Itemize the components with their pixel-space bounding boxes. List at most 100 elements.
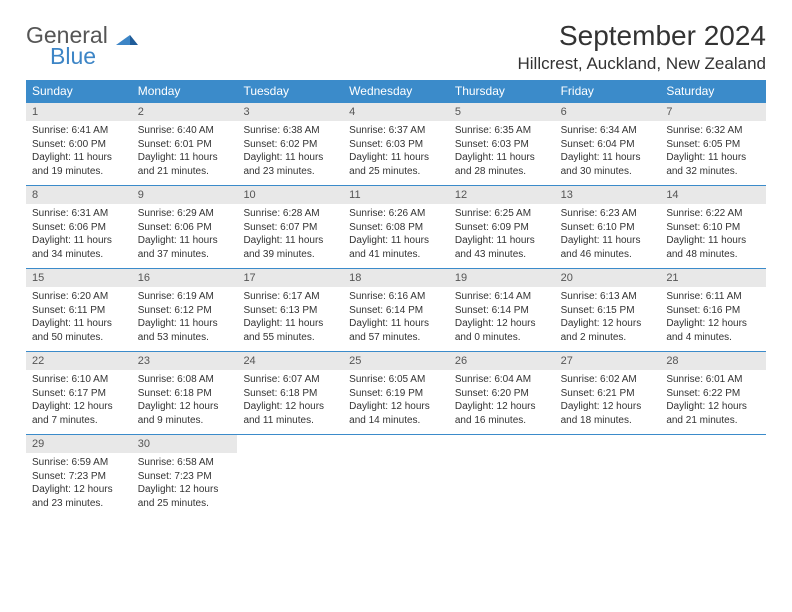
weekday-header: Sunday (26, 80, 132, 102)
day-number: 1 (26, 103, 132, 121)
weekday-header: Thursday (449, 80, 555, 102)
sunset-line: Sunset: 6:01 PM (138, 138, 232, 152)
sunrise-line: Sunrise: 6:17 AM (243, 290, 337, 304)
weekday-header: Wednesday (343, 80, 449, 102)
sunset-line: Sunset: 6:02 PM (243, 138, 337, 152)
sunset-line: Sunset: 6:00 PM (32, 138, 126, 152)
sunrise-line: Sunrise: 6:28 AM (243, 207, 337, 221)
daylight-line: Daylight: 11 hours and 25 minutes. (349, 151, 443, 178)
sunset-line: Sunset: 7:23 PM (32, 470, 126, 484)
sunset-line: Sunset: 7:23 PM (138, 470, 232, 484)
daylight-line: Daylight: 11 hours and 19 minutes. (32, 151, 126, 178)
day-details: Sunrise: 6:31 AMSunset: 6:06 PMDaylight:… (26, 204, 132, 267)
day-details: Sunrise: 6:07 AMSunset: 6:18 PMDaylight:… (237, 370, 343, 433)
weekday-header: Saturday (660, 80, 766, 102)
daylight-line: Daylight: 11 hours and 41 minutes. (349, 234, 443, 261)
day-number: 4 (343, 103, 449, 121)
day-number: 3 (237, 103, 343, 121)
day-number: 14 (660, 186, 766, 204)
calendar-day: 10Sunrise: 6:28 AMSunset: 6:07 PMDayligh… (237, 186, 343, 268)
sunset-line: Sunset: 6:10 PM (666, 221, 760, 235)
sunset-line: Sunset: 6:09 PM (455, 221, 549, 235)
calendar-day: 12 Sunrise: 6:25 AMSunset: 6:09 PMDayligh… (449, 186, 555, 268)
calendar-week: 29Sunrise: 6:59 AMSunset: 7:23 PMDayligh… (26, 434, 766, 517)
sunset-line: Sunset: 6:13 PM (243, 304, 337, 318)
calendar-day: 30Sunrise: 6:58 AMSunset: 7:23 PMDayligh… (132, 435, 238, 517)
daylight-line: Daylight: 12 hours and 9 minutes. (138, 400, 232, 427)
sunset-line: Sunset: 6:07 PM (243, 221, 337, 235)
daylight-line: Daylight: 11 hours and 48 minutes. (666, 234, 760, 261)
daylight-line: Daylight: 11 hours and 43 minutes. (455, 234, 549, 261)
weekday-header: Monday (132, 80, 238, 102)
day-number: 16 (132, 269, 238, 287)
calendar-day: 9Sunrise: 6:29 AMSunset: 6:06 PMDaylight… (132, 186, 238, 268)
sunset-line: Sunset: 6:04 PM (561, 138, 655, 152)
daylight-line: Daylight: 11 hours and 57 minutes. (349, 317, 443, 344)
page-title: September 2024 (517, 20, 766, 52)
day-details: Sunrise: 6:35 AMSunset: 6:03 PMDaylight:… (449, 121, 555, 184)
daylight-line: Daylight: 11 hours and 37 minutes. (138, 234, 232, 261)
daylight-line: Daylight: 11 hours and 32 minutes. (666, 151, 760, 178)
daylight-line: Daylight: 12 hours and 16 minutes. (455, 400, 549, 427)
calendar-day: 3Sunrise: 6:38 AMSunset: 6:02 PMDaylight… (237, 103, 343, 185)
day-number: 22 (26, 352, 132, 370)
day-details: Sunrise: 6:29 AMSunset: 6:06 PMDaylight:… (132, 204, 238, 267)
daylight-line: Daylight: 12 hours and 4 minutes. (666, 317, 760, 344)
day-details: Sunrise: 6:32 AMSunset: 6:05 PMDaylight:… (660, 121, 766, 184)
calendar-day: 25Sunrise: 6:05 AMSunset: 6:19 PMDayligh… (343, 352, 449, 434)
sunrise-line: Sunrise: 6:08 AM (138, 373, 232, 387)
day-details: Sunrise: 6:01 AMSunset: 6:22 PMDaylight:… (660, 370, 766, 433)
sunset-line: Sunset: 6:20 PM (455, 387, 549, 401)
calendar-day: 16Sunrise: 6:19 AMSunset: 6:12 PMDayligh… (132, 269, 238, 351)
logo-icon (114, 22, 138, 48)
day-number: 5 (449, 103, 555, 121)
sunset-line: Sunset: 6:14 PM (349, 304, 443, 318)
day-number: 23 (132, 352, 238, 370)
calendar-week: 15Sunrise: 6:20 AMSunset: 6:11 PMDayligh… (26, 268, 766, 352)
sunrise-line: Sunrise: 6:02 AM (561, 373, 655, 387)
day-number: 2 (132, 103, 238, 121)
sunset-line: Sunset: 6:06 PM (32, 221, 126, 235)
sunset-line: Sunset: 6:14 PM (455, 304, 549, 318)
day-details: Sunrise: 6:04 AMSunset: 6:20 PMDaylight:… (449, 370, 555, 433)
calendar-day: 11Sunrise: 6:26 AMSunset: 6:08 PMDayligh… (343, 186, 449, 268)
weekday-header-row: Sunday Monday Tuesday Wednesday Thursday… (26, 80, 766, 102)
daylight-line: Daylight: 11 hours and 30 minutes. (561, 151, 655, 178)
sunset-line: Sunset: 6:15 PM (561, 304, 655, 318)
sunrise-line: Sunrise: 6:58 AM (138, 456, 232, 470)
daylight-line: Daylight: 12 hours and 11 minutes. (243, 400, 337, 427)
sunrise-line: Sunrise: 6:19 AM (138, 290, 232, 304)
day-number: 7 (660, 103, 766, 121)
day-details: Sunrise: 6:37 AMSunset: 6:03 PMDaylight:… (343, 121, 449, 184)
sunset-line: Sunset: 6:16 PM (666, 304, 760, 318)
calendar-day: 18Sunrise: 6:16 AMSunset: 6:14 PMDayligh… (343, 269, 449, 351)
sunset-line: Sunset: 6:17 PM (32, 387, 126, 401)
day-details: Sunrise: 6:22 AMSunset: 6:10 PMDaylight:… (660, 204, 766, 267)
day-details: Sunrise: 6:40 AMSunset: 6:01 PMDaylight:… (132, 121, 238, 184)
day-details: Sunrise: 6:28 AMSunset: 6:07 PMDaylight:… (237, 204, 343, 267)
day-number: 15 (26, 269, 132, 287)
calendar-day: 1 Sunrise: 6:41 AMSunset: 6:00 PMDaylight… (26, 103, 132, 185)
sunrise-line: Sunrise: 6:29 AM (138, 207, 232, 221)
daylight-line: Daylight: 11 hours and 46 minutes. (561, 234, 655, 261)
sunset-line: Sunset: 6:06 PM (138, 221, 232, 235)
sunset-line: Sunset: 6:10 PM (561, 221, 655, 235)
daylight-line: Daylight: 11 hours and 23 minutes. (243, 151, 337, 178)
calendar-day: 13Sunrise: 6:23 AMSunset: 6:10 PMDayligh… (555, 186, 661, 268)
calendar-day: 2Sunrise: 6:40 AMSunset: 6:01 PMDaylight… (132, 103, 238, 185)
sunrise-line: Sunrise: 6:07 AM (243, 373, 337, 387)
day-number: 12 (449, 186, 555, 204)
day-number: 18 (343, 269, 449, 287)
logo: General Blue (26, 20, 138, 68)
sunrise-line: Sunrise: 6:11 AM (666, 290, 760, 304)
sunrise-line: Sunrise: 6:01 AM (666, 373, 760, 387)
sunrise-line: Sunrise: 6:20 AM (32, 290, 126, 304)
sunset-line: Sunset: 6:08 PM (349, 221, 443, 235)
sunrise-line: Sunrise: 6:41 AM (32, 124, 126, 138)
location: Hillcrest, Auckland, New Zealand (517, 54, 766, 74)
weekday-header: Friday (555, 80, 661, 102)
sunset-line: Sunset: 6:05 PM (666, 138, 760, 152)
sunrise-line: Sunrise: 6:25 AM (455, 207, 549, 221)
calendar-day: 6Sunrise: 6:34 AMSunset: 6:04 PMDaylight… (555, 103, 661, 185)
calendar-day: 4Sunrise: 6:37 AMSunset: 6:03 PMDaylight… (343, 103, 449, 185)
